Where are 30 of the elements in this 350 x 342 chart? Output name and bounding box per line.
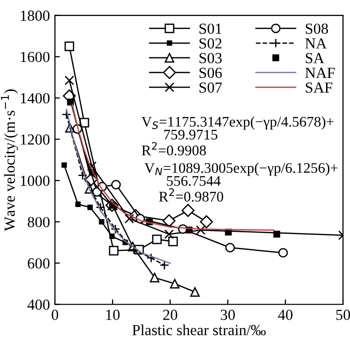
x-axis-title: Plastic shear strain/‰: [132, 324, 266, 336]
x-tick-label: 20: [163, 310, 178, 320]
y-tick-label: 800: [28, 216, 50, 228]
y-tick-label: 1000: [20, 176, 50, 186]
annotation: R$^{2}$=0.9908: [142, 142, 206, 156]
annotation: V$_{N}$=1089.3005exp(−γp/6.1256)+ 556.7544: [144, 162, 338, 186]
x-tick-label: 50: [336, 310, 350, 320]
y-tick-label: 1800: [20, 10, 50, 21]
x-tick-label: 30: [220, 310, 235, 320]
y-tick-label: 400: [27, 300, 50, 310]
legend-label: S01: [200, 24, 222, 34]
x-tick-label: 40: [278, 310, 292, 320]
y-tick-label: 1600: [20, 52, 50, 62]
x-tick-label: 0: [52, 310, 58, 320]
legend-label: S02: [200, 38, 222, 49]
legend-label: SA: [306, 53, 324, 64]
legend-label: NA: [305, 38, 327, 48]
annotation: R$^{2}$=0.9870: [159, 188, 224, 202]
y-tick-label: 1200: [20, 134, 50, 145]
annotation: V$_{S}$=1175.3147exp(−γp/4.5678)+ 759.9715: [142, 116, 334, 140]
legend-label: S08: [306, 24, 328, 34]
x-tick-label: 10: [106, 310, 120, 320]
y-tick-label: 1400: [20, 93, 50, 104]
y-tick-label: 600: [28, 258, 50, 269]
legend-label: NAF: [305, 68, 335, 78]
y-axis-title: Wave velocity/(m·s$^{−1}$): [1, 89, 18, 232]
legend-label: S03: [200, 52, 222, 64]
legend-label: S06: [200, 68, 222, 78]
legend-label: S07: [200, 82, 222, 93]
legend-label: SAF: [306, 82, 332, 93]
